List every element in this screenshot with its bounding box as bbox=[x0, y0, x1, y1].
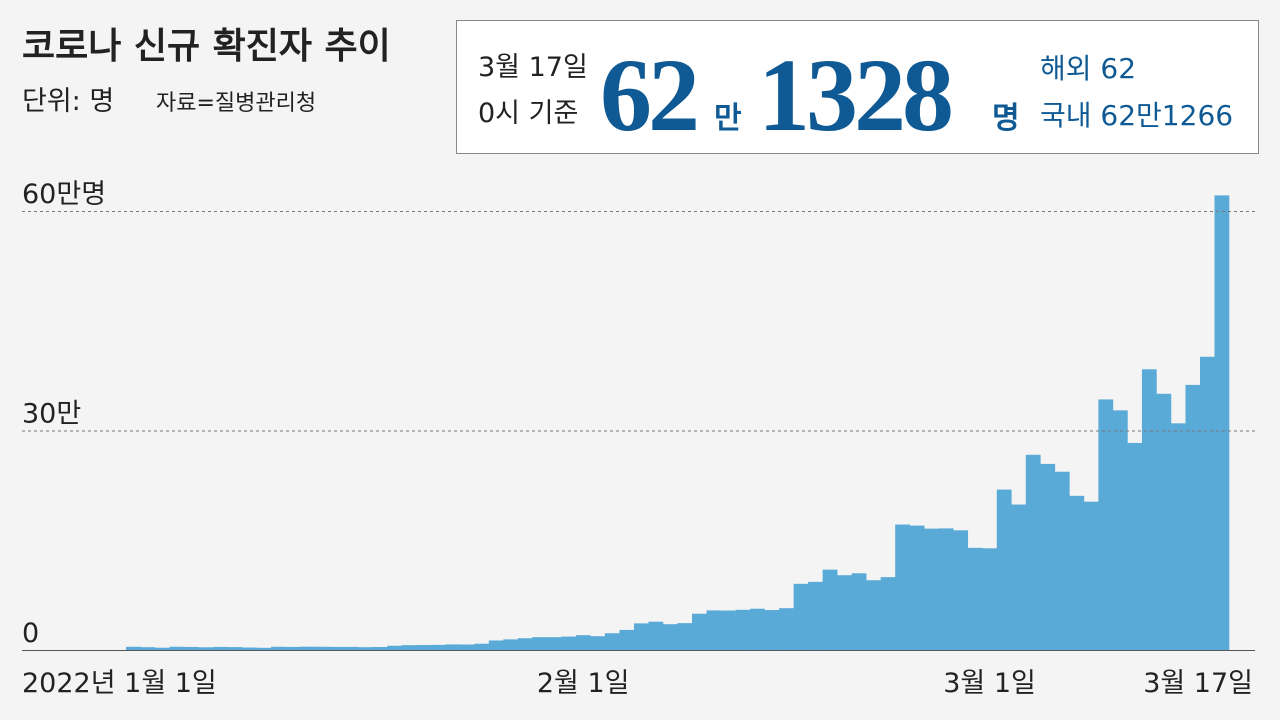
bar bbox=[126, 646, 141, 650]
bar bbox=[662, 624, 678, 650]
bar bbox=[401, 645, 417, 650]
headline-box bbox=[456, 20, 1259, 154]
bar bbox=[155, 647, 170, 650]
source-label: 자료=질병관리청 bbox=[156, 91, 316, 116]
bar bbox=[808, 581, 823, 650]
bar bbox=[1040, 463, 1056, 650]
bar bbox=[633, 623, 649, 650]
bar bbox=[1083, 501, 1099, 650]
bar bbox=[837, 575, 852, 650]
bar bbox=[184, 646, 199, 650]
bar bbox=[648, 621, 664, 650]
bar bbox=[938, 528, 954, 650]
bar bbox=[227, 647, 243, 650]
bar bbox=[1127, 442, 1143, 650]
bar bbox=[692, 613, 707, 650]
bar bbox=[445, 644, 461, 650]
bar bbox=[300, 646, 315, 650]
headline-unit: 명 bbox=[992, 101, 1020, 136]
chart-title: 코로나 신규 확진자 추이 bbox=[22, 26, 391, 67]
bar bbox=[793, 583, 809, 650]
bar bbox=[169, 646, 185, 650]
bar bbox=[1098, 399, 1114, 650]
bar bbox=[735, 609, 751, 650]
bar bbox=[779, 608, 794, 650]
headline-unit: 만 bbox=[714, 101, 742, 136]
bar bbox=[1156, 393, 1172, 650]
bar bbox=[561, 636, 577, 650]
bar bbox=[706, 610, 722, 650]
bar bbox=[474, 643, 490, 650]
bar bbox=[1025, 454, 1041, 650]
y-tick-label: 0 bbox=[22, 618, 39, 649]
bar bbox=[271, 646, 286, 650]
headline-overseas: 해외 62 bbox=[1040, 52, 1136, 85]
bar bbox=[967, 547, 983, 650]
bar bbox=[1170, 423, 1186, 650]
bar bbox=[895, 524, 911, 650]
bar bbox=[285, 646, 301, 650]
bar bbox=[677, 623, 693, 650]
bar bbox=[198, 647, 214, 650]
bar bbox=[372, 647, 388, 650]
bar bbox=[343, 646, 359, 650]
bar bbox=[1069, 495, 1085, 650]
bar bbox=[1011, 504, 1027, 650]
bar bbox=[1141, 369, 1157, 650]
bar bbox=[213, 646, 228, 650]
bar bbox=[459, 644, 475, 650]
bar bbox=[750, 608, 765, 650]
x-tick-label: 3월 17일 bbox=[1143, 668, 1253, 699]
bar bbox=[517, 638, 533, 650]
bar bbox=[721, 610, 736, 650]
x-tick-label: 2월 1일 bbox=[537, 668, 630, 699]
headline-date: 3월 17일 bbox=[478, 52, 588, 83]
bar bbox=[822, 569, 838, 650]
bar bbox=[1214, 195, 1230, 650]
bar bbox=[880, 577, 896, 650]
bar bbox=[546, 637, 562, 650]
bar bbox=[851, 573, 867, 650]
bar bbox=[1112, 410, 1128, 650]
headline-number: 62 bbox=[600, 38, 696, 153]
bar bbox=[387, 645, 403, 650]
bar bbox=[242, 647, 257, 650]
bar bbox=[982, 548, 998, 650]
bar bbox=[416, 645, 432, 650]
headline-basis: 0시 기준 bbox=[478, 98, 578, 129]
bar bbox=[924, 528, 940, 650]
bar bbox=[764, 610, 780, 650]
x-tick-label: 3월 1일 bbox=[943, 668, 1036, 699]
bar bbox=[575, 635, 591, 650]
bar bbox=[1185, 384, 1201, 650]
bar bbox=[430, 644, 446, 650]
bar bbox=[953, 530, 969, 650]
bar bbox=[314, 646, 330, 650]
bar bbox=[140, 647, 156, 650]
bar bbox=[1054, 471, 1070, 650]
headline-domestic: 국내 62만1266 bbox=[1040, 99, 1233, 132]
x-tick-label: 2022년 1월 1일 bbox=[22, 668, 217, 699]
bar bbox=[866, 580, 881, 650]
bar bbox=[488, 640, 504, 650]
bar bbox=[996, 489, 1012, 650]
bar bbox=[532, 637, 548, 650]
bar bbox=[909, 525, 925, 650]
unit-label: 단위: 명 bbox=[22, 86, 114, 117]
bar bbox=[358, 647, 374, 650]
bar bbox=[604, 633, 620, 650]
bar bbox=[256, 647, 272, 650]
bar bbox=[619, 629, 635, 650]
bar bbox=[329, 646, 344, 650]
y-tick-label: 30만 bbox=[22, 399, 81, 430]
headline-number: 1328 bbox=[758, 38, 951, 153]
bar bbox=[503, 639, 519, 650]
bar bbox=[1199, 356, 1215, 650]
bar bbox=[590, 636, 606, 650]
y-tick-label: 60만명 bbox=[22, 179, 106, 210]
